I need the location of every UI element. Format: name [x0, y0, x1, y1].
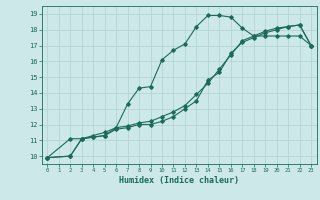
X-axis label: Humidex (Indice chaleur): Humidex (Indice chaleur)	[119, 176, 239, 185]
